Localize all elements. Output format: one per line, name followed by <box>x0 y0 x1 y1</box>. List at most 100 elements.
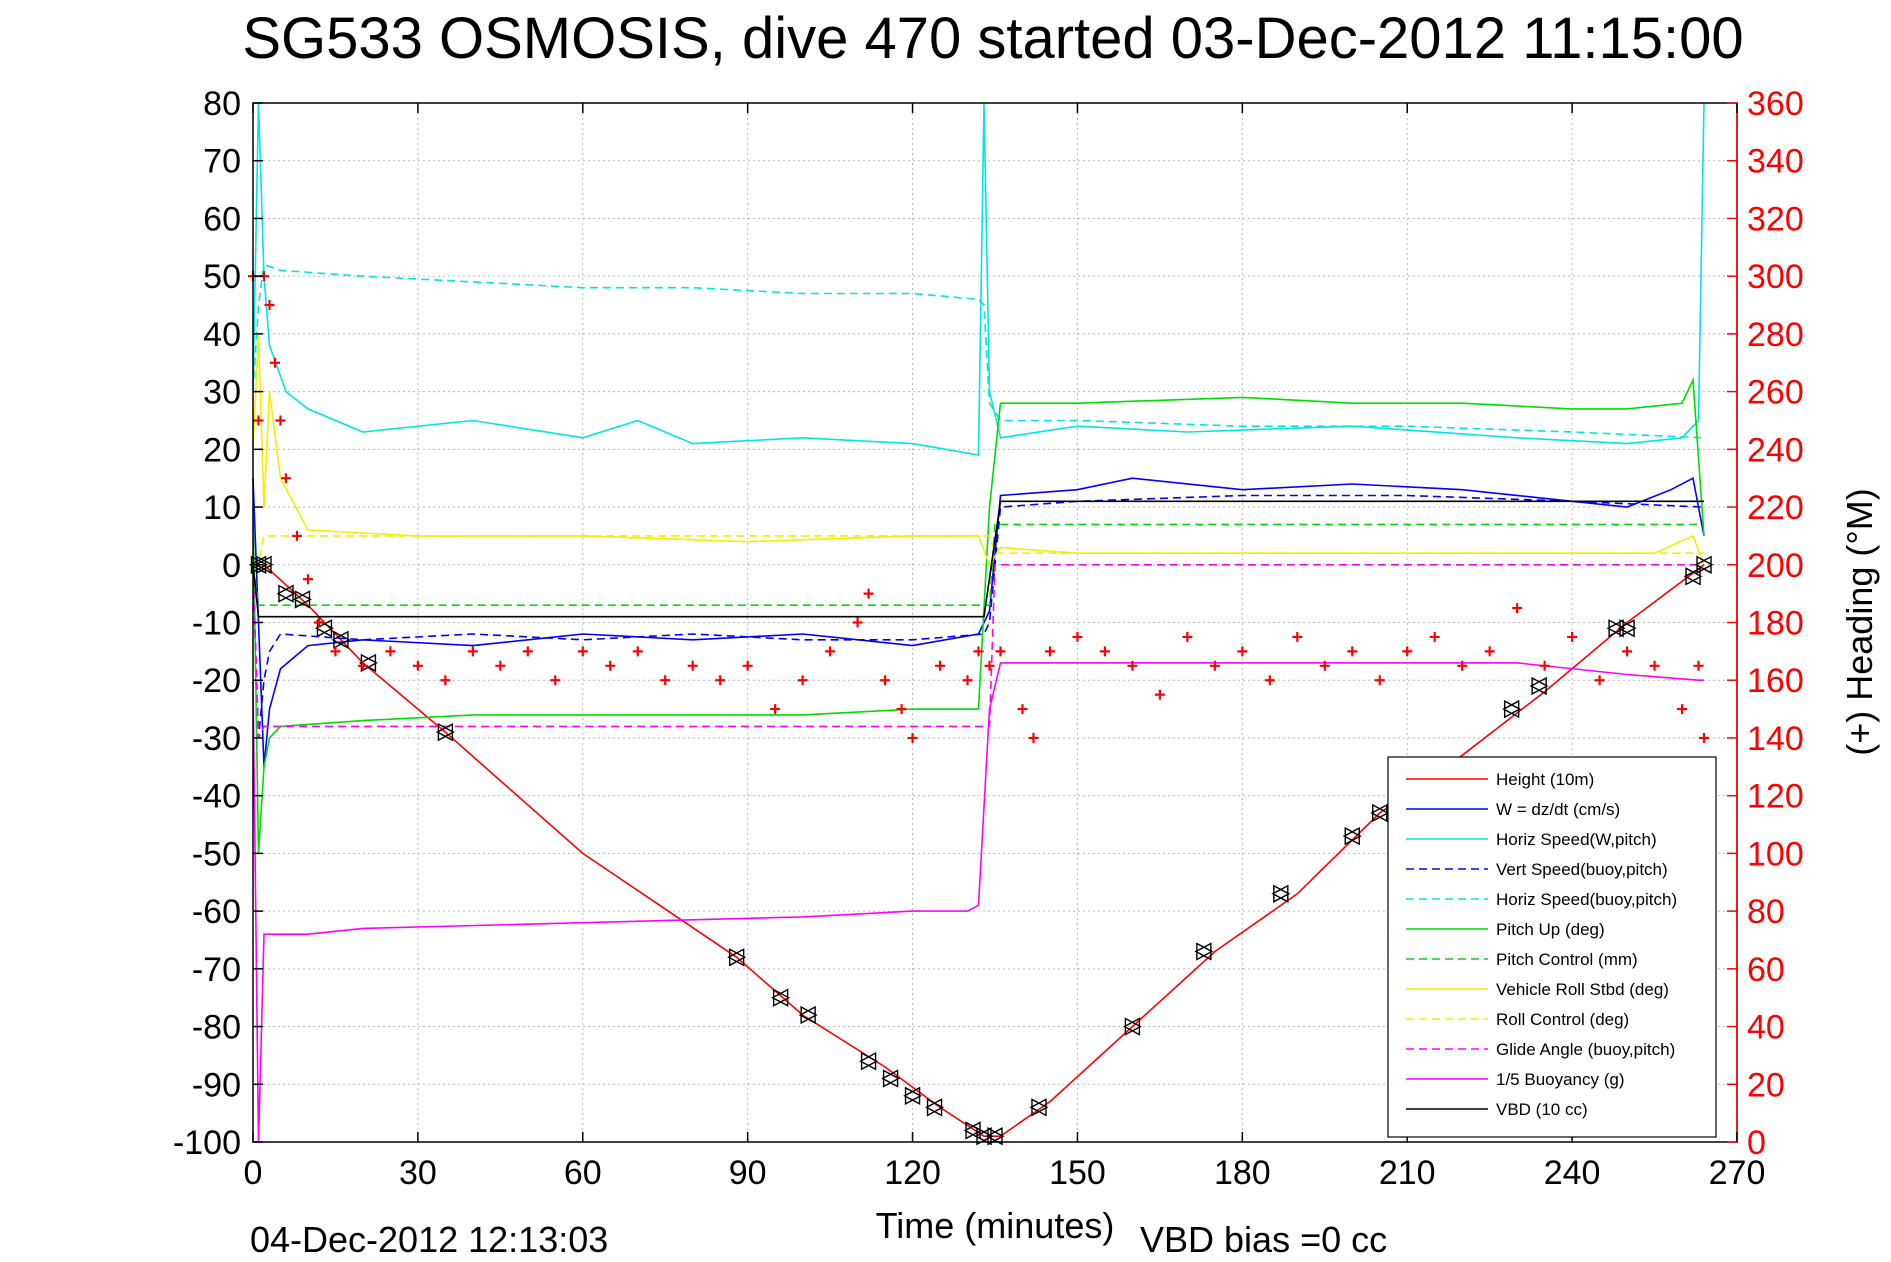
legend-label-horiz_speed_buoy: Horiz Speed(buoy,pitch) <box>1496 890 1677 909</box>
y-tick-label: 10 <box>203 489 241 527</box>
y-tick-label: -40 <box>192 778 241 816</box>
heading-marker <box>1512 603 1523 614</box>
heading-marker <box>1374 675 1385 686</box>
height-marker <box>798 1005 818 1025</box>
height-marker <box>903 1086 923 1105</box>
heading-marker <box>880 675 891 686</box>
heading-marker <box>1347 646 1358 657</box>
height-marker <box>1617 619 1637 638</box>
series-line-vert_speed_buoy <box>252 494 1705 738</box>
legend-label-height: Height (10m) <box>1496 770 1594 789</box>
x-axis-label: Time (minutes) <box>876 1205 1115 1246</box>
heading-marker <box>1209 660 1220 671</box>
x-axis-ticks: 0 30 60 90 120 150 180 210 240 270 <box>244 103 1766 1192</box>
legend: Height (10m) W = dz/dt (cm/s) Horiz Speed(… <box>1387 756 1717 1138</box>
height-marker <box>358 653 378 673</box>
x-tick-label: 180 <box>1214 1154 1271 1192</box>
legend-label-buoyancy: 1/5 Buoyancy (g) <box>1496 1070 1625 1089</box>
height-marker <box>331 630 351 649</box>
heading-marker <box>1457 660 1468 671</box>
heading-markers <box>248 271 1710 743</box>
legend-label-vbd: VBD (10 cc) <box>1496 1100 1588 1119</box>
height-marker <box>1694 555 1714 574</box>
legend-label-vehicle_roll: Vehicle Roll Stbd (deg) <box>1496 980 1669 999</box>
y-tick-label: -10 <box>192 605 241 643</box>
legend-label-w: W = dz/dt (cm/s) <box>1496 800 1620 819</box>
height-marker <box>249 555 268 574</box>
y-tick-label: -20 <box>192 662 241 700</box>
heading-marker <box>973 646 984 657</box>
heading-marker <box>1594 675 1605 686</box>
height-marker <box>435 723 455 742</box>
heading-marker <box>467 646 478 657</box>
heading-marker <box>1539 660 1550 671</box>
heading-marker <box>984 660 995 671</box>
x-tick-label: 270 <box>1709 1154 1766 1192</box>
series-line-horiz_speed_buoy <box>252 263 1705 439</box>
y2-tick-label: 0 <box>1747 1124 1766 1162</box>
footer-timestamp: 04-Dec-2012 12:13:03 <box>250 1219 608 1260</box>
heading-marker <box>313 617 324 628</box>
y2-tick-label: 140 <box>1747 720 1804 758</box>
heading-marker <box>1292 631 1303 642</box>
legend-label-pitch_control: Pitch Control (mm) <box>1496 950 1638 969</box>
heading-marker <box>1649 660 1660 671</box>
heading-marker <box>302 574 313 585</box>
heading-marker <box>1237 646 1248 657</box>
heading-marker <box>1402 646 1413 657</box>
y2-tick-label: 340 <box>1747 143 1804 181</box>
heading-marker <box>357 660 368 671</box>
x-tick-label: 60 <box>564 1154 602 1192</box>
y-tick-label: 40 <box>203 316 241 354</box>
height-marker <box>1606 619 1626 638</box>
heading-marker <box>275 415 286 426</box>
series-line-pitch_control <box>252 523 1704 607</box>
heading-marker <box>1017 704 1028 715</box>
y2-tick-label: 60 <box>1747 951 1785 989</box>
heading-marker <box>1699 732 1710 743</box>
y2-tick-label: 240 <box>1747 431 1804 469</box>
legend-label-glide_angle: Glide Angle (buoy,pitch) <box>1496 1040 1675 1059</box>
series-line-glide_angle <box>252 563 1704 739</box>
heading-marker <box>797 675 808 686</box>
heading-marker <box>330 646 341 657</box>
heading-marker <box>1693 660 1704 671</box>
height-marker <box>1529 676 1549 696</box>
height-marker <box>1370 803 1390 823</box>
height-marker <box>1029 1098 1049 1117</box>
y2-tick-label: 260 <box>1747 374 1804 412</box>
height-marker <box>1271 884 1291 903</box>
heading-marker <box>896 704 907 715</box>
legend-label-vert_speed_buoy: Vert Speed(buoy,pitch) <box>1496 860 1668 879</box>
y-tick-label: 60 <box>203 200 241 238</box>
heading-marker <box>269 357 280 368</box>
heading-marker <box>605 660 616 671</box>
height-marker <box>1194 942 1214 961</box>
height-marker <box>1342 826 1362 846</box>
height-marker <box>925 1098 945 1117</box>
heading-marker <box>1044 646 1055 657</box>
heading-marker <box>1319 660 1330 671</box>
y2-tick-label: 120 <box>1747 778 1804 816</box>
heading-marker <box>264 300 275 311</box>
heading-marker <box>1264 675 1275 686</box>
heading-marker <box>291 530 302 541</box>
y-tick-label: -70 <box>192 951 241 989</box>
footer-vbd-bias: VBD bias =0 cc <box>1140 1219 1387 1260</box>
y2-axis-ticks: 3603403203002802602402202001801601401201… <box>1727 85 1804 1162</box>
y-tick-label: 80 <box>203 85 241 123</box>
heading-marker <box>1677 704 1688 715</box>
y2-tick-label: 200 <box>1747 547 1804 585</box>
heading-marker <box>995 646 1006 657</box>
heading-marker <box>1099 646 1110 657</box>
y2-tick-label: 220 <box>1747 489 1804 527</box>
y-tick-label: 20 <box>203 431 241 469</box>
x-tick-label: 30 <box>399 1154 437 1192</box>
height-marker <box>727 948 747 967</box>
heading-marker <box>1567 631 1578 642</box>
heading-marker <box>632 646 643 657</box>
heading-marker <box>412 660 423 671</box>
heading-marker <box>1182 631 1193 642</box>
height-marker <box>292 590 312 609</box>
